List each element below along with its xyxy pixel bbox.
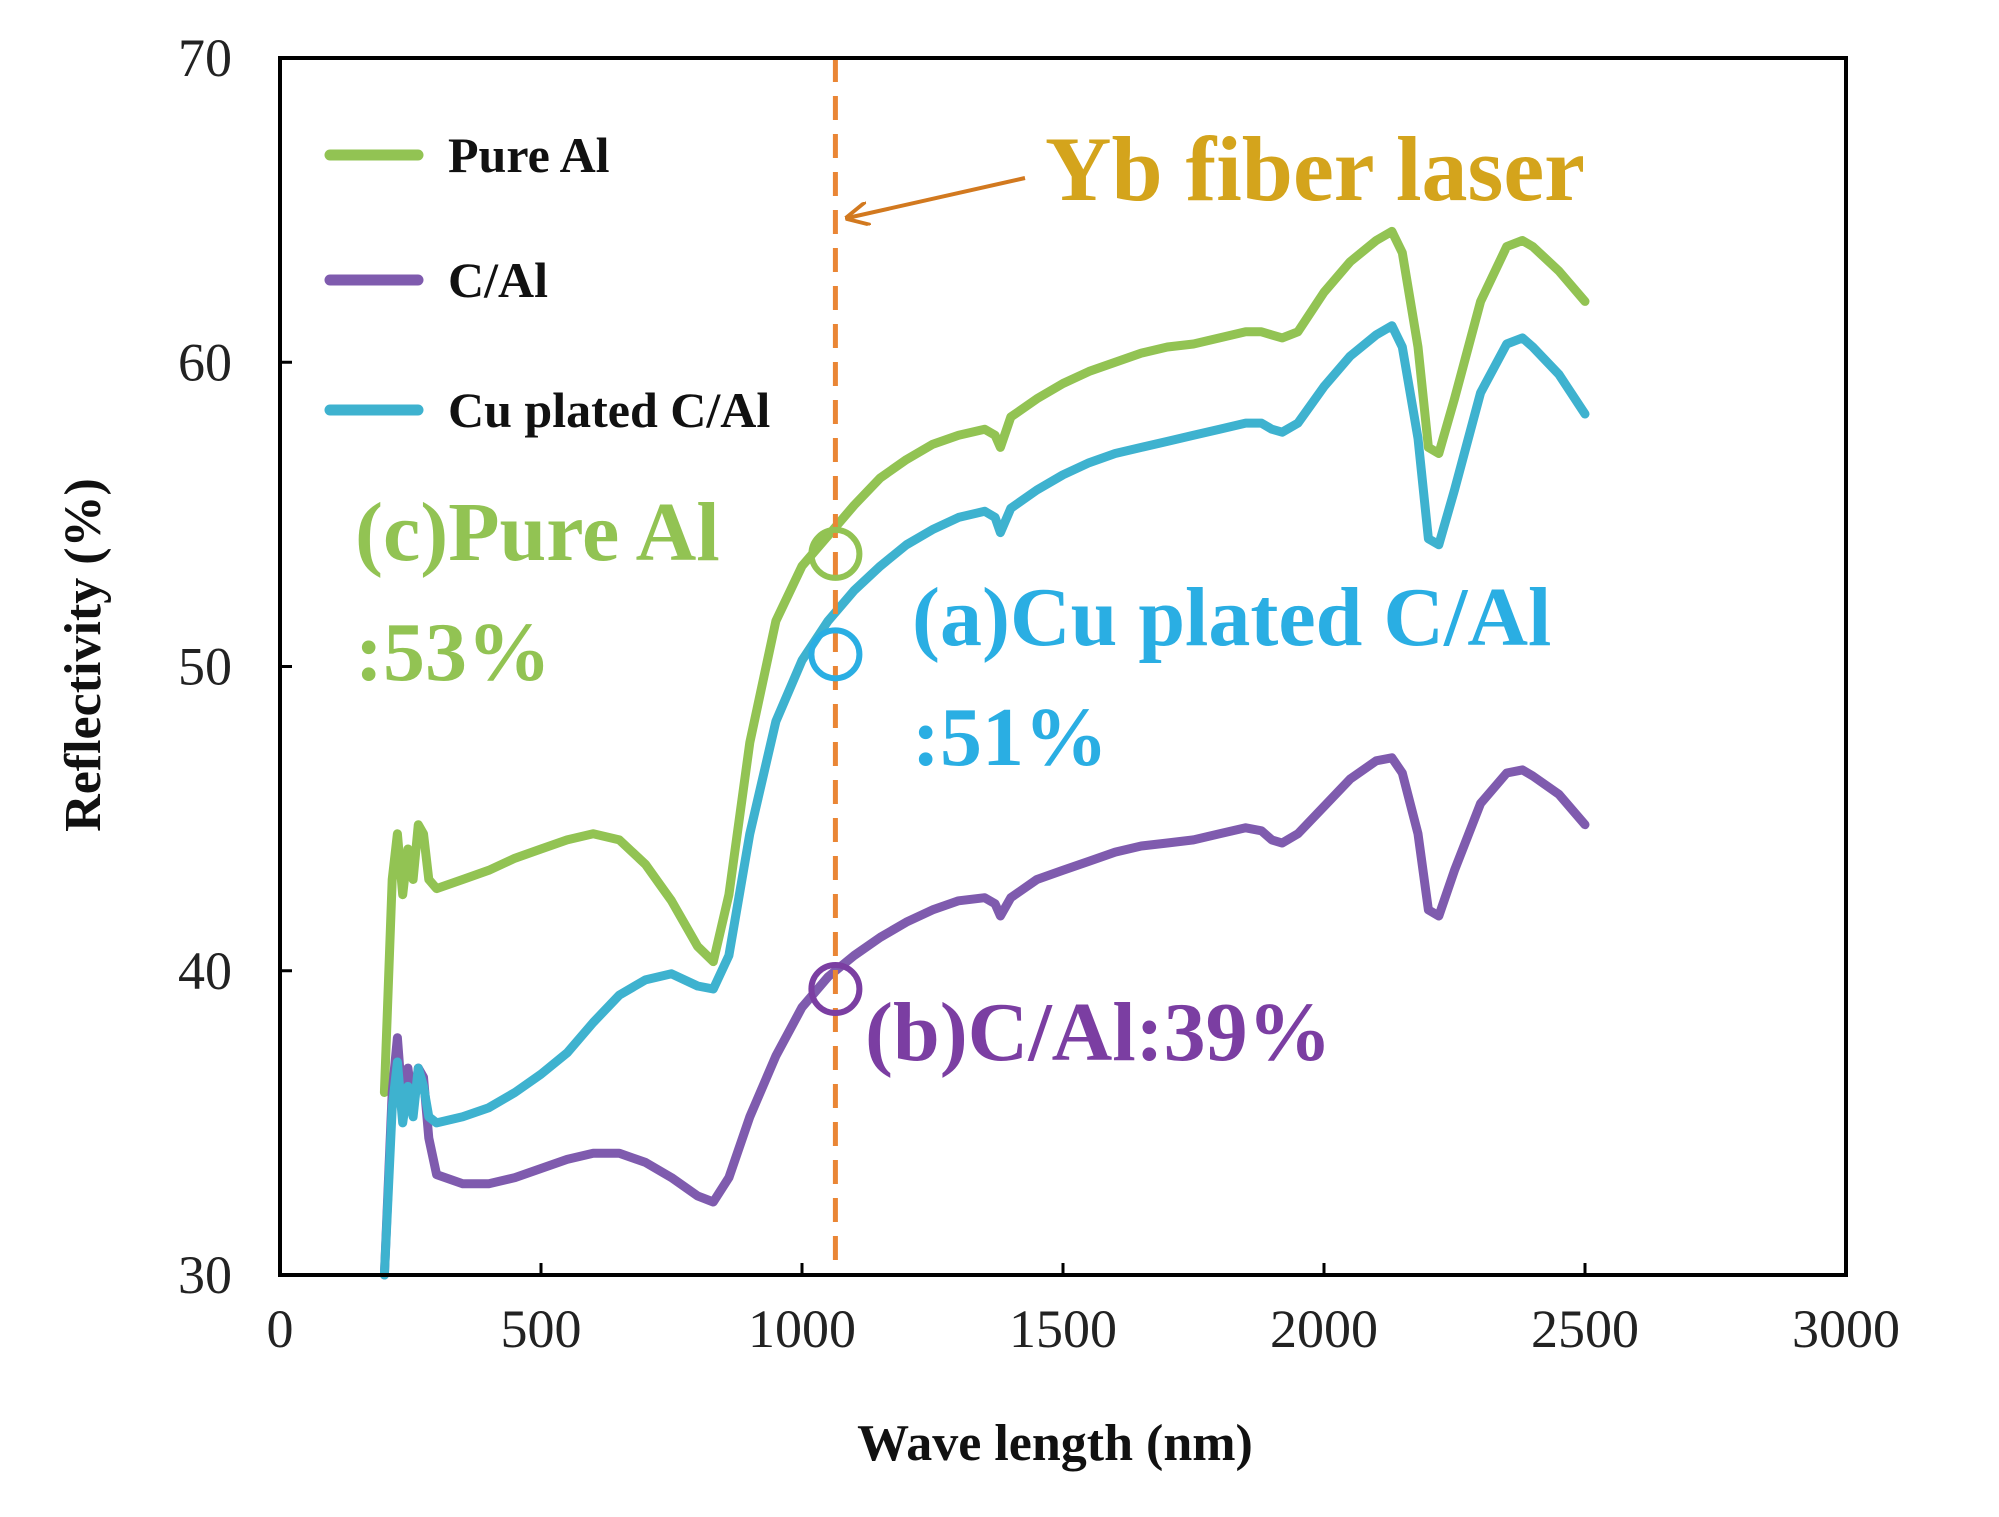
marker-value-0: :53% (355, 606, 551, 699)
y-tick-label-3: 60 (178, 332, 232, 392)
marker-circle-0 (808, 526, 863, 581)
x-tick-label-3: 1500 (1009, 1299, 1117, 1359)
annotations: Yb fiber laser (c)Pure Al :53% (a)Cu plated… (355, 118, 1585, 1079)
y-tick-label-0: 30 (178, 1245, 232, 1305)
marker-circle-2 (808, 962, 863, 1017)
legend-label-0: Pure Al (448, 127, 610, 183)
x-tick-label-5: 2500 (1531, 1299, 1639, 1359)
marker-label-2: (b)C/Al:39% (865, 986, 1332, 1079)
y-axis-title: Reflectivity (%) (55, 478, 112, 832)
legend-label-2: Cu plated C/Al (448, 382, 770, 438)
marker-value-1: :51% (912, 691, 1108, 784)
y-tick-label-1: 40 (178, 941, 232, 1001)
marker-circle-1 (808, 627, 863, 682)
y-tick-label-4: 70 (178, 28, 232, 88)
legend-label-1: C/Al (448, 252, 548, 308)
y-axis-ticks: 30 40 50 60 70 (178, 28, 292, 1305)
y-tick-label-2: 50 (178, 637, 232, 697)
x-tick-label-0: 0 (267, 1299, 294, 1359)
x-tick-label-1: 500 (501, 1299, 582, 1359)
series-line-1 (379, 753, 1590, 1280)
series-line-0 (379, 226, 1590, 1097)
x-tick-label-6: 3000 (1792, 1299, 1900, 1359)
x-axis-ticks: 0 500 1000 1500 2000 2500 3000 (267, 1263, 1900, 1359)
laser-arrow (847, 176, 1026, 218)
legend: Pure Al C/Al Cu plated C/Al (324, 127, 770, 438)
plot-area (278, 56, 1848, 1280)
marker-label-1: (a)Cu plated C/Al (912, 571, 1551, 664)
marker-label-0: (c)Pure Al (355, 486, 720, 579)
x-tick-label-4: 2000 (1270, 1299, 1378, 1359)
laser-label: Yb fiber laser (1045, 118, 1585, 220)
x-tick-label-2: 1000 (748, 1299, 856, 1359)
series-line-2 (379, 321, 1590, 1280)
x-axis-title: Wave length (nm) (857, 1415, 1253, 1472)
